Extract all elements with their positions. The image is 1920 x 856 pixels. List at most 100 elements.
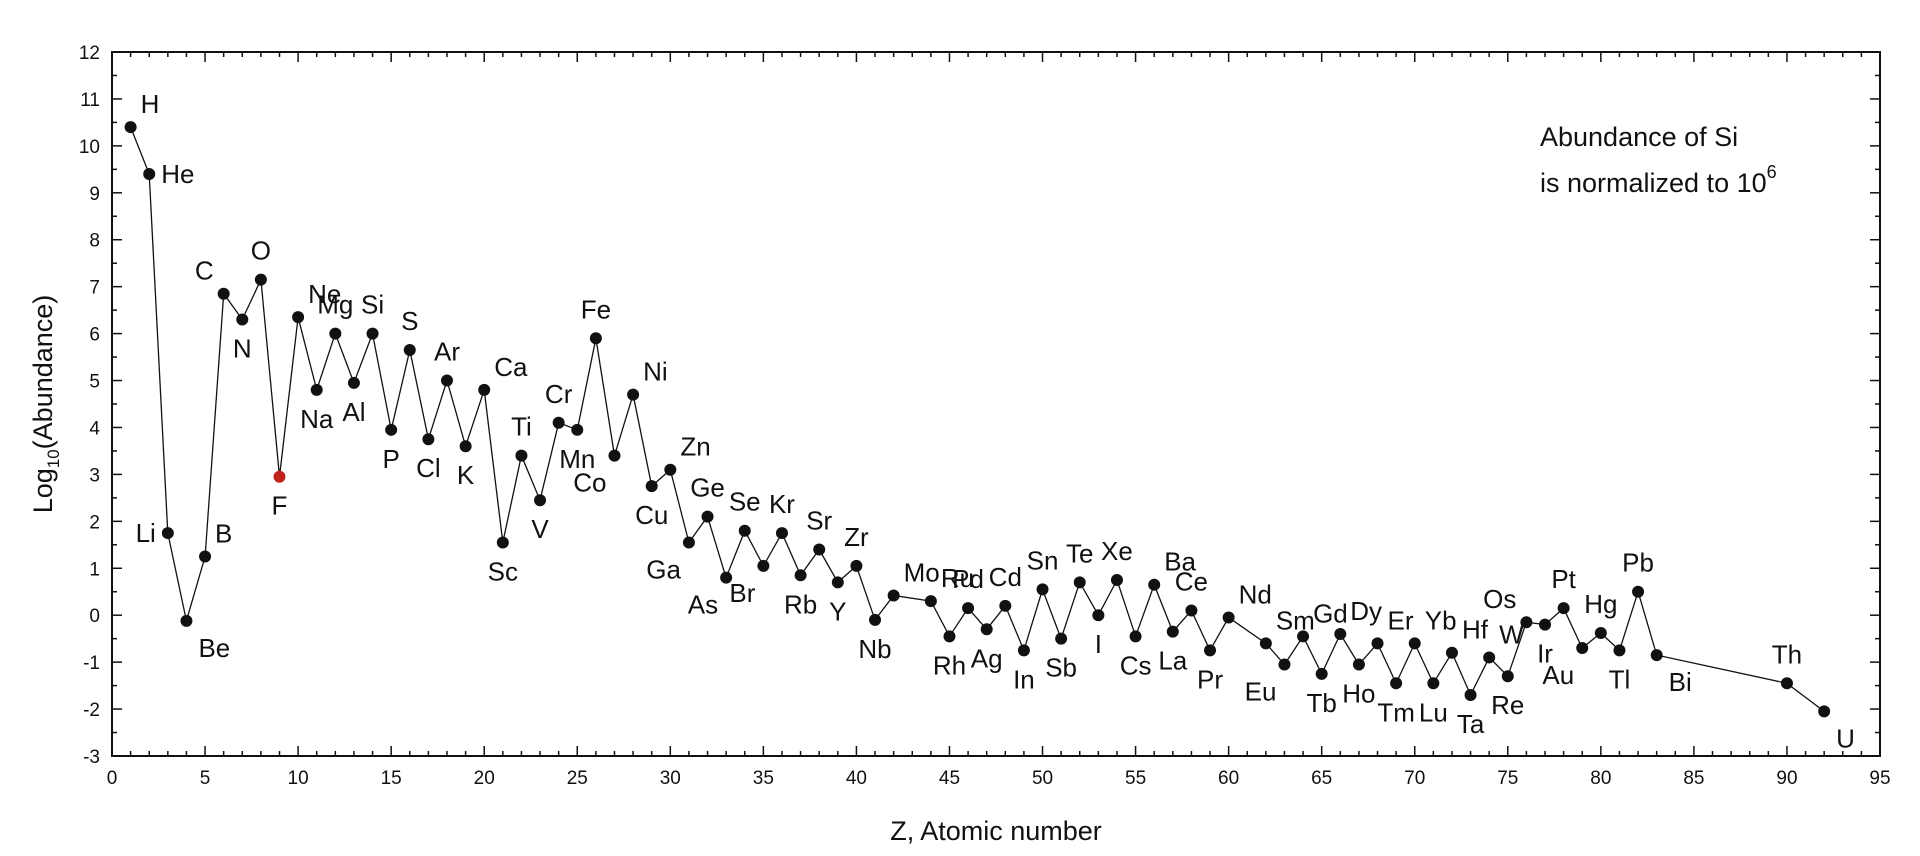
element-label-tm: Tm [1377,697,1415,727]
element-label-ca: Ca [494,352,528,382]
element-label-zr: Zr [844,522,869,552]
x-tick-label: 70 [1404,768,1425,789]
data-point-xe [1110,574,1123,586]
data-point-ti [515,449,528,462]
element-label-nd: Nd [1239,580,1272,610]
y-tick-label: 7 [89,278,100,299]
data-point-te [1073,576,1086,589]
element-label-la: La [1158,646,1187,676]
x-tick-label: 0 [107,768,118,789]
element-label-pr: Pr [1197,664,1223,694]
element-label-ho: Ho [1342,678,1375,708]
x-tick-label: 55 [1125,768,1146,789]
data-point-in [1017,644,1030,657]
element-label-ga: Ga [646,554,681,584]
data-point-lu [1427,677,1440,690]
data-point-f [273,470,286,483]
data-point-ir [1539,618,1552,631]
data-point-c [217,287,230,300]
element-label-w: W [1499,619,1524,649]
element-label-k: K [457,460,475,490]
data-point-au [1576,642,1589,655]
x-tick-label: 10 [288,768,309,789]
element-label-p: P [382,444,399,474]
data-point-p [385,423,398,436]
x-tick-label: 15 [381,768,402,789]
element-label-fe: Fe [581,294,611,324]
data-point-re [1501,670,1514,683]
element-label-as: As [688,590,718,620]
data-point-ar [440,374,453,387]
y-tick-label: -1 [83,653,100,674]
data-point-dy [1334,627,1347,640]
x-tick-label: 90 [1776,768,1797,789]
data-point-w [1483,651,1496,664]
data-point-ta [1464,688,1477,701]
element-label-ta: Ta [1457,709,1485,739]
element-label-tl: Tl [1609,664,1631,694]
data-point-si [366,327,379,340]
data-point-ho [1352,658,1365,671]
element-label-mo: Mo [904,557,940,587]
element-label-os: Os [1483,584,1516,614]
data-point-cu [645,480,658,493]
x-tick-label: 80 [1590,768,1611,789]
data-point-na [310,383,323,396]
data-point-bi [1650,649,1663,662]
x-tick-label: 5 [200,768,211,789]
x-tick-label: 85 [1683,768,1704,789]
element-label-be: Be [198,633,230,663]
element-label-f: F [272,491,288,521]
data-point-sr [813,543,826,556]
data-point-n [236,313,249,326]
element-label-au: Au [1542,660,1574,690]
element-label-eu: Eu [1245,676,1277,706]
element-label-pb: Pb [1622,548,1654,578]
data-point-pt [1557,602,1570,615]
y-tick-label: 11 [80,90,100,111]
element-label-ir: Ir [1537,639,1553,669]
data-point-y [831,576,844,589]
element-label-mn: Mn [559,444,595,474]
data-point-nd [1222,611,1235,624]
element-label-y: Y [829,596,846,626]
element-label-hf: Hf [1462,615,1489,645]
data-point-tm [1390,677,1403,690]
data-point-sc [496,536,509,549]
data-point-as [720,571,733,584]
data-point-hg [1594,627,1607,640]
element-label-co: Co [573,468,606,498]
element-label-ag: Ag [971,643,1003,673]
data-point-sb [1055,632,1068,645]
data-point-ne [292,311,305,324]
element-label-cl: Cl [416,453,441,483]
data-point-nb [869,613,882,626]
element-label-cd: Cd [989,562,1022,592]
data-point-ba [1148,578,1161,591]
element-label-v: V [531,514,549,544]
data-point-zr [850,559,863,572]
element-label-th: Th [1772,639,1802,669]
data-point-ru [924,595,937,608]
data-point-la [1166,625,1179,638]
data-point-mg [329,327,342,340]
data-point-sn [1036,583,1049,596]
element-label-cu: Cu [635,500,668,530]
x-tick-label: 60 [1218,768,1239,789]
y-tick-label: 0 [89,606,100,627]
data-point-mn [571,423,584,436]
element-label-mg: Mg [317,290,353,320]
axes-layer: 0 5 10 15 20 25 30 35 40 45 50 55 60 65 70 75 80 85 90 95-3… [79,43,1891,789]
data-point-eu [1278,658,1291,671]
y-tick-label: 1 [89,559,100,580]
element-label-te: Te [1066,538,1093,568]
element-label-i: I [1095,629,1102,659]
element-label-he: He [161,159,194,189]
element-label-ce: Ce [1175,567,1208,597]
element-label-sr: Sr [806,505,832,535]
element-label-lu: Lu [1419,697,1448,727]
element-label-kr: Kr [769,489,795,519]
data-point-o [254,273,267,286]
data-point-b [199,550,212,563]
